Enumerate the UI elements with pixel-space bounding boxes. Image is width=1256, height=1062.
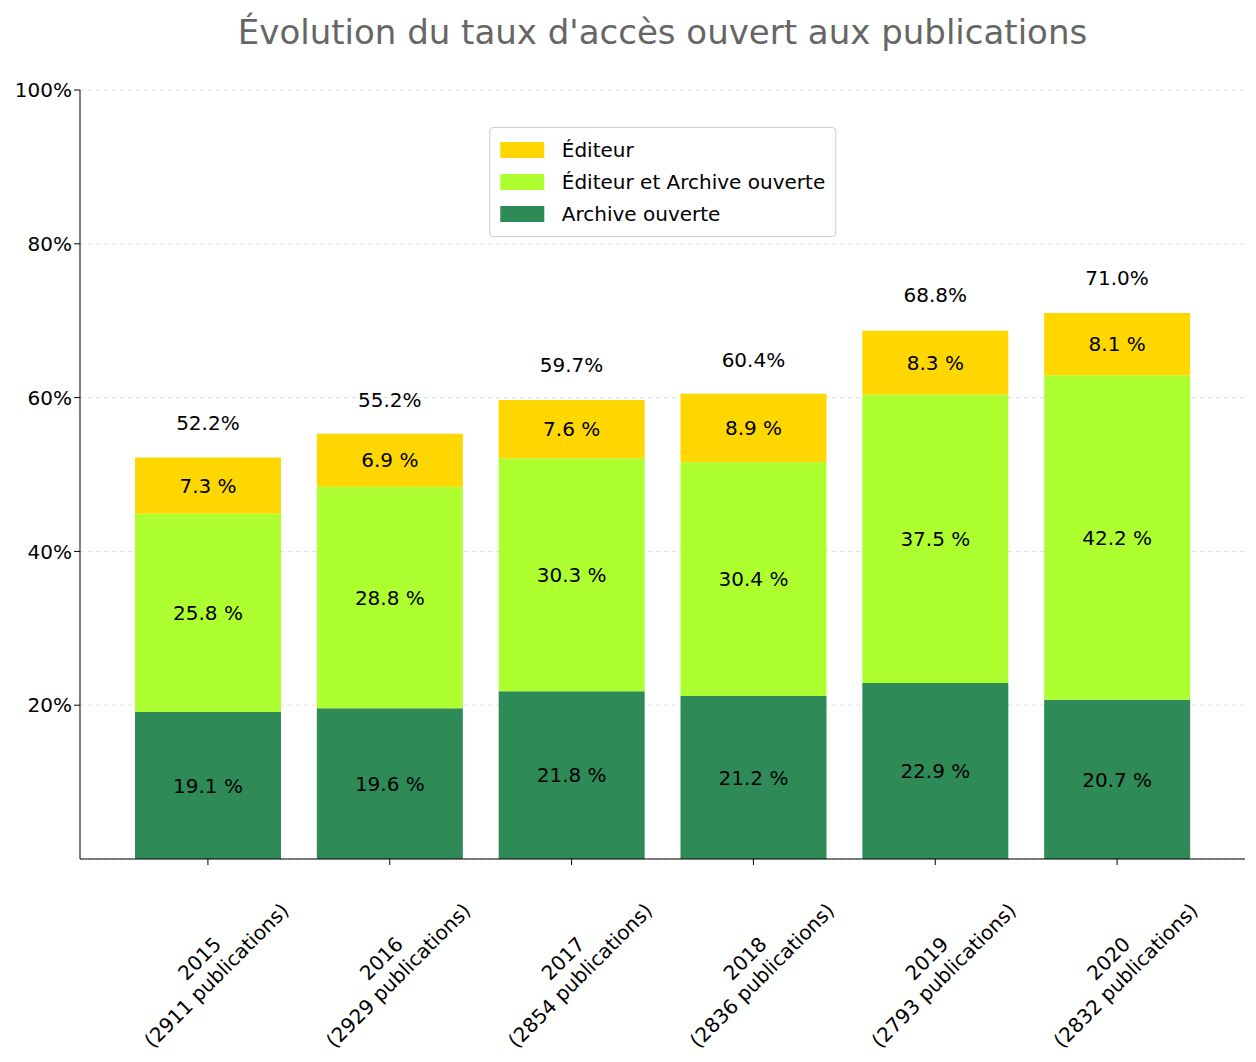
svg-text:55.2%: 55.2% xyxy=(358,388,422,412)
html-text:Archive ouverte: Archive ouverte xyxy=(561,202,721,226)
html-text:Éditeur: Éditeur xyxy=(561,138,634,162)
svg-text:2019(2793 publications): 2019(2793 publications) xyxy=(850,881,1021,1052)
svg-text:2018(2836 publications): 2018(2836 publications) xyxy=(668,881,839,1052)
svg-text:6.9 %: 6.9 % xyxy=(361,448,418,472)
svg-text:40%: 40% xyxy=(28,540,72,564)
html-text:Évolution du taux d'accès ouve: Évolution du taux d'accès ouvert aux pub… xyxy=(237,12,1088,52)
svg-text:42.2 %: 42.2 % xyxy=(1082,526,1152,550)
svg-text:25.8 %: 25.8 % xyxy=(173,601,243,625)
svg-text:52.2%: 52.2% xyxy=(176,411,240,435)
svg-text:60%: 60% xyxy=(28,386,72,410)
svg-text:8.3 %: 8.3 % xyxy=(907,351,964,375)
svg-text:30.3 %: 30.3 % xyxy=(537,563,607,587)
html-text:Éditeur et Archive ouverte: Éditeur et Archive ouverte xyxy=(561,170,826,194)
svg-text:21.8 %: 21.8 % xyxy=(537,763,607,787)
svg-text:19.1 %: 19.1 % xyxy=(173,774,243,798)
svg-text:8.1 %: 8.1 % xyxy=(1089,332,1146,356)
svg-text:20%: 20% xyxy=(28,693,72,717)
svg-text:7.3 %: 7.3 % xyxy=(179,474,236,498)
svg-text:21.2 %: 21.2 % xyxy=(719,766,789,790)
svg-text:2016(2929 publications): 2016(2929 publications) xyxy=(304,881,475,1052)
svg-text:8.9 %: 8.9 % xyxy=(725,416,782,440)
svg-text:60.4%: 60.4% xyxy=(722,348,786,372)
svg-text:80%: 80% xyxy=(28,232,72,256)
svg-text:59.7%: 59.7% xyxy=(540,353,604,377)
svg-text:100%: 100% xyxy=(15,78,72,102)
svg-text:20.7 %: 20.7 % xyxy=(1082,768,1152,792)
svg-text:2017(2854 publications): 2017(2854 publications) xyxy=(486,881,657,1052)
svg-text:7.6 %: 7.6 % xyxy=(543,417,600,441)
svg-text:2020(2832 publications): 2020(2832 publications) xyxy=(1032,881,1203,1052)
svg-text:37.5 %: 37.5 % xyxy=(900,527,970,551)
svg-text:2015(2911 publications): 2015(2911 publications) xyxy=(122,881,293,1052)
svg-text:19.6 %: 19.6 % xyxy=(355,772,425,796)
svg-text:71.0%: 71.0% xyxy=(1085,266,1149,290)
svg-text:22.9 %: 22.9 % xyxy=(900,759,970,783)
svg-text:68.8%: 68.8% xyxy=(903,283,967,307)
svg-text:28.8 %: 28.8 % xyxy=(355,586,425,610)
svg-text:30.4 %: 30.4 % xyxy=(719,567,789,591)
